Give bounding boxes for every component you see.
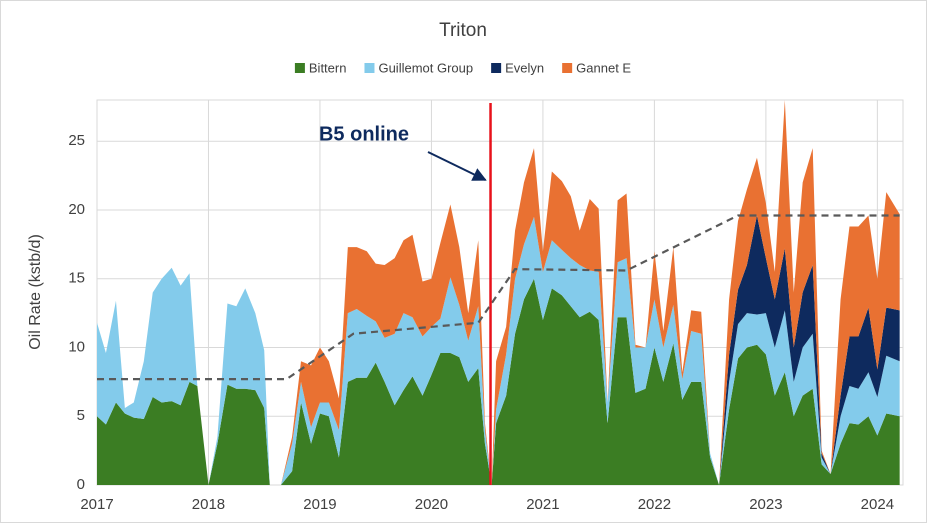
legend-label: Bittern — [309, 60, 347, 75]
x-tick-label: 2017 — [80, 496, 113, 513]
y-tick-label: 5 — [77, 407, 85, 424]
legend-label: Guillemot Group — [378, 60, 473, 75]
x-tick-label: 2022 — [638, 496, 671, 513]
y-axis-label: Oil Rate (kstb/d) — [27, 234, 44, 350]
legend-swatch — [491, 63, 502, 73]
chart-title: Triton — [439, 20, 487, 41]
y-tick-label: 15 — [68, 270, 85, 287]
legend-swatch — [562, 63, 573, 73]
area — [97, 216, 900, 485]
x-tick-label: 2023 — [749, 496, 782, 513]
reference-line — [97, 214, 900, 381]
y-tick-label: 20 — [68, 201, 85, 218]
y-tick-label: 10 — [68, 338, 85, 355]
y-tick-label: 25 — [68, 132, 85, 149]
x-tick-label: 2020 — [415, 496, 448, 513]
legend-label: Evelyn — [505, 60, 544, 75]
area — [97, 278, 900, 485]
x-tick-label: 2024 — [861, 496, 894, 513]
annotation-arrow — [427, 151, 487, 181]
x-tick-label: 2019 — [303, 496, 336, 513]
legend-swatch — [294, 63, 305, 73]
legend-swatch — [364, 63, 375, 73]
annotation: B5 online — [319, 123, 409, 145]
y-tick-label: 0 — [77, 476, 85, 493]
legend-label: Gannet E — [576, 60, 631, 75]
x-tick-label: 2018 — [192, 496, 225, 513]
x-tick-label: 2021 — [526, 496, 559, 513]
